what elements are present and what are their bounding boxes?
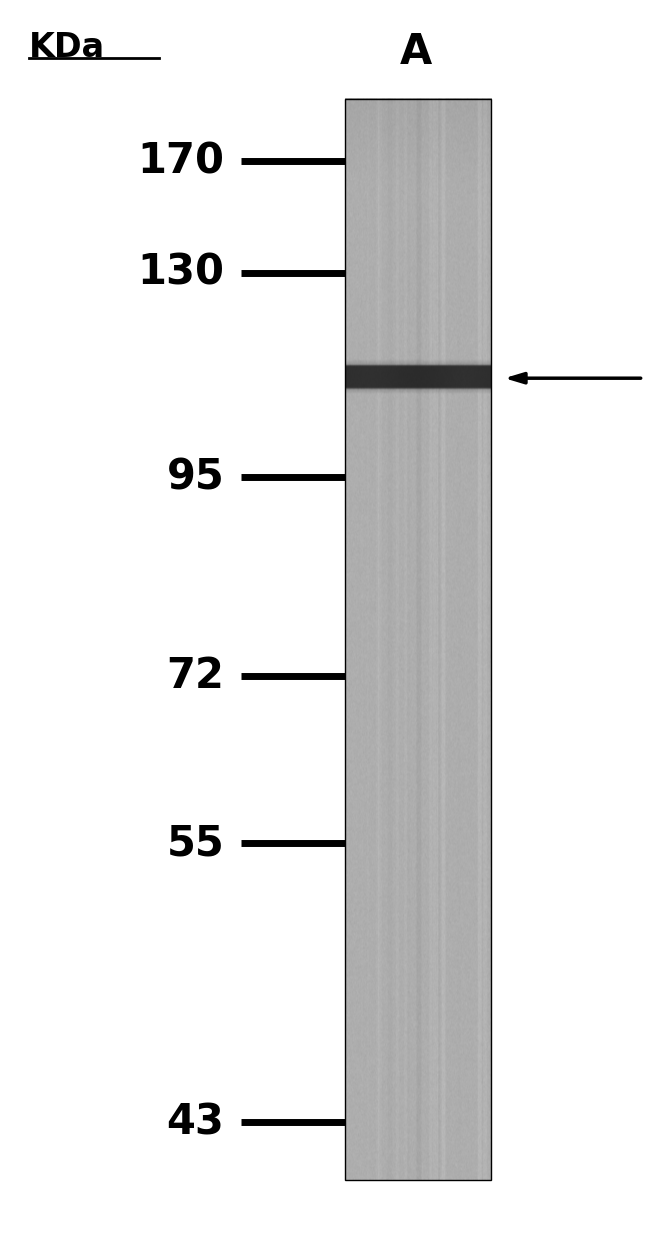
Bar [344,99,491,1180]
Text: 55: 55 [166,822,224,864]
Text: A: A [400,31,432,73]
Text: 95: 95 [166,456,224,498]
Text: KDa: KDa [29,31,105,64]
Text: 170: 170 [137,140,224,182]
Text: 72: 72 [166,655,224,697]
Text: 43: 43 [166,1101,224,1143]
Text: 130: 130 [137,252,224,294]
